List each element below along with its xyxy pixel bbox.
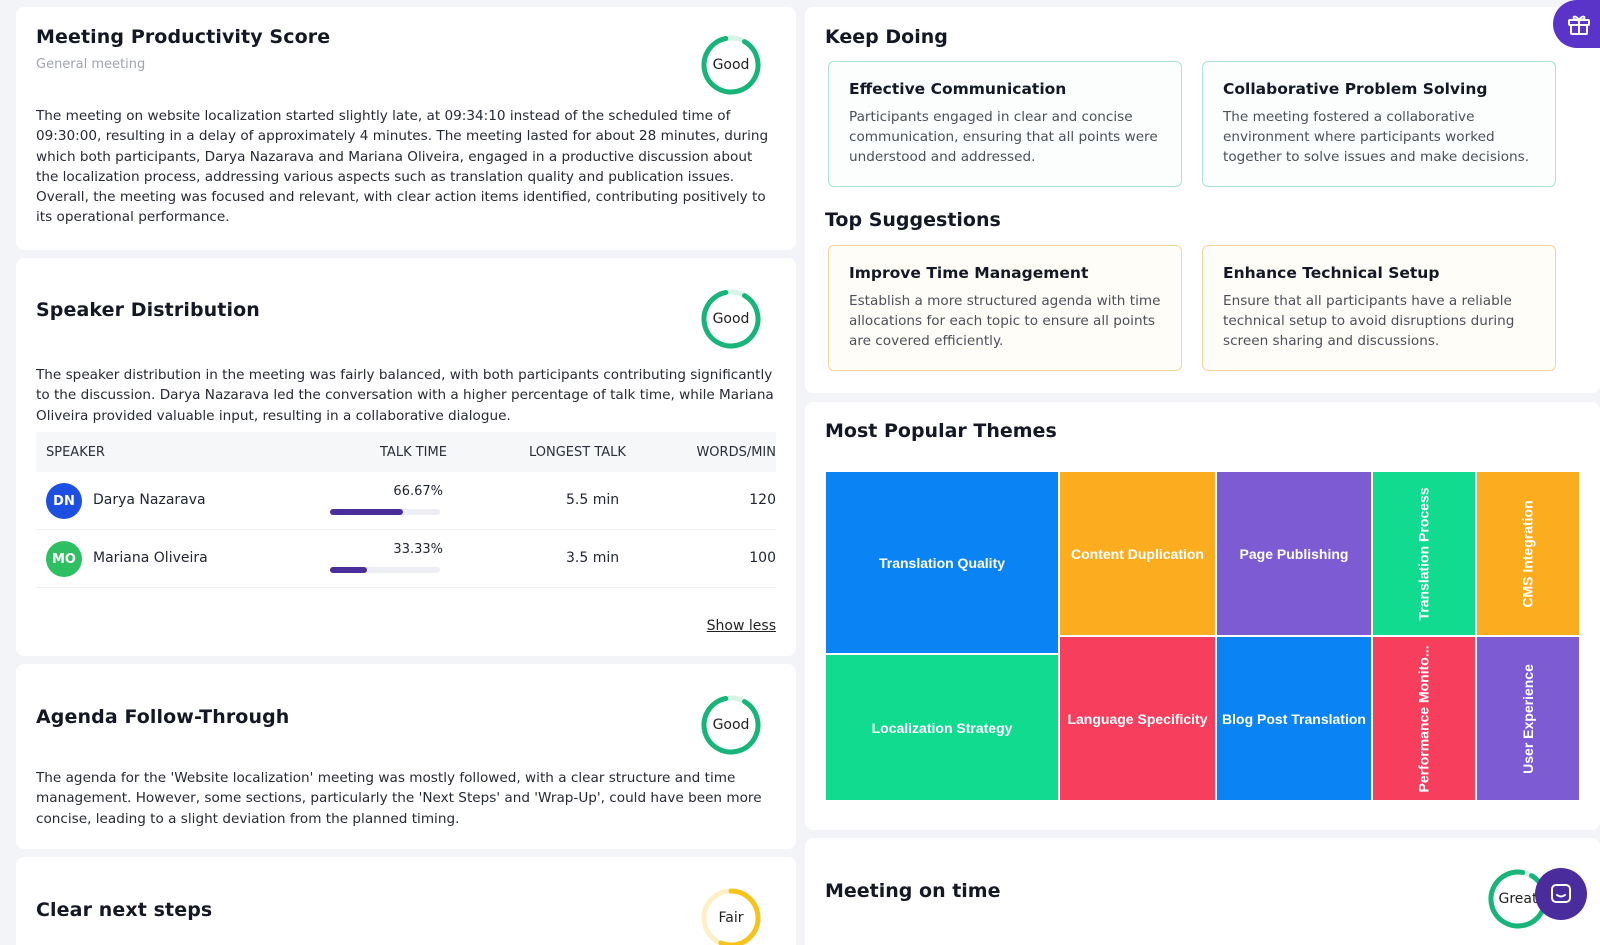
theme-tile-translation-process[interactable]: Translation Process bbox=[1373, 472, 1475, 635]
theme-tile-cms-integration[interactable]: CMS Integration bbox=[1477, 472, 1579, 635]
agenda-summary: The agenda for the 'Website localization… bbox=[36, 770, 762, 827]
keep-doing-item-title: Effective Communication bbox=[849, 80, 1067, 98]
themes-title: Most Popular Themes bbox=[825, 420, 1057, 442]
col-longest-talk: LONGEST TALK bbox=[529, 445, 626, 460]
agenda-card: Agenda Follow-Through Good The agenda fo… bbox=[16, 664, 796, 849]
theme-tile-translation-quality[interactable]: Translation Quality bbox=[826, 472, 1058, 653]
talk-time-bar bbox=[330, 509, 440, 515]
suggestion-item: Enhance Technical Setup Ensure that all … bbox=[1202, 245, 1556, 371]
show-less-wrap: Show less bbox=[36, 618, 776, 638]
gift-button[interactable] bbox=[1553, 0, 1600, 48]
suggestion-item: Improve Time Management Establish a more… bbox=[828, 245, 1182, 371]
speaker-distribution-title: Speaker Distribution bbox=[36, 299, 260, 321]
talk-time-bar bbox=[330, 567, 440, 573]
top-suggestions-title: Top Suggestions bbox=[825, 209, 1001, 231]
theme-tile-localization-strategy[interactable]: Localization Strategy bbox=[826, 655, 1058, 800]
suggestion-item-text: Ensure that all participants have a reli… bbox=[1223, 293, 1515, 349]
agenda-rating: Good bbox=[712, 717, 750, 733]
col-speaker: SPEAKER bbox=[46, 445, 105, 460]
speaker-table-header: SPEAKER TALK TIME LONGEST TALK WORDS/MIN bbox=[36, 432, 776, 472]
talk-time-percent: 66.67% bbox=[393, 484, 443, 499]
on-time-rating: Great bbox=[1498, 891, 1538, 907]
suggestion-item-title: Improve Time Management bbox=[849, 264, 1089, 282]
speaker-summary: The speaker distribution in the meeting … bbox=[36, 367, 774, 424]
talk-time-bar-fill bbox=[330, 567, 367, 573]
productivity-rating-ring: Good bbox=[701, 35, 761, 95]
theme-label: Performance Monito... bbox=[1416, 644, 1432, 793]
keep-doing-item-title: Collaborative Problem Solving bbox=[1223, 80, 1488, 98]
theme-label: Page Publishing bbox=[1239, 545, 1349, 562]
theme-tile-user-experience[interactable]: User Experience bbox=[1477, 637, 1579, 800]
meeting-type-label: General meeting bbox=[36, 57, 146, 72]
agenda-rating-ring: Good bbox=[701, 695, 761, 755]
productivity-card: Meeting Productivity Score General meeti… bbox=[16, 7, 796, 250]
insights-card: Keep Doing Effective Communication Parti… bbox=[805, 7, 1600, 393]
theme-tile-content-duplication[interactable]: Content Duplication bbox=[1060, 472, 1215, 635]
talk-time-percent: 33.33% bbox=[393, 542, 443, 557]
avatar: MO bbox=[46, 541, 82, 577]
on-time-title: Meeting on time bbox=[825, 880, 1001, 902]
productivity-rating: Good bbox=[712, 57, 750, 73]
table-row: DN Darya Nazarava 66.67% 5.5 min 120 bbox=[36, 472, 776, 530]
theme-tile-blog-post-translation[interactable]: Blog Post Translation bbox=[1217, 637, 1371, 800]
on-time-card: Meeting on time Great bbox=[805, 838, 1600, 945]
theme-label: Localization Strategy bbox=[871, 719, 1013, 736]
speaker-rating-ring: Good bbox=[701, 289, 761, 349]
words-per-min: 120 bbox=[749, 492, 776, 508]
next-steps-card: Clear next steps Fair bbox=[16, 857, 796, 945]
productivity-summary: The meeting on website localization star… bbox=[36, 108, 769, 226]
speaker-rating: Good bbox=[712, 311, 750, 327]
chat-button[interactable] bbox=[1535, 868, 1587, 920]
col-words-per-min: WORDS/MIN bbox=[696, 445, 776, 460]
speaker-name: Mariana Oliveira bbox=[93, 550, 208, 566]
theme-tile-language-specificity[interactable]: Language Specificity bbox=[1060, 637, 1215, 800]
theme-label: User Experience bbox=[1520, 663, 1537, 774]
longest-talk: 3.5 min bbox=[566, 550, 620, 566]
theme-label: Translation Process bbox=[1416, 486, 1432, 621]
keep-doing-item-text: The meeting fostered a collaborative env… bbox=[1223, 109, 1530, 165]
theme-label: Content Duplication bbox=[1071, 545, 1204, 562]
gift-icon bbox=[1568, 15, 1590, 35]
suggestion-item-text: Establish a more structured agenda with … bbox=[849, 293, 1161, 349]
theme-label: Blog Post Translation bbox=[1222, 710, 1366, 727]
agenda-title: Agenda Follow-Through bbox=[36, 706, 290, 728]
keep-doing-item-text: Participants engaged in clear and concis… bbox=[849, 109, 1158, 165]
speaker-name: Darya Nazarava bbox=[93, 492, 206, 508]
theme-label: Translation Quality bbox=[878, 554, 1006, 571]
chat-icon bbox=[1551, 884, 1571, 903]
words-per-min: 100 bbox=[749, 550, 776, 566]
keep-doing-item: Collaborative Problem Solving The meetin… bbox=[1202, 61, 1556, 187]
show-less-link[interactable]: Show less bbox=[706, 618, 776, 634]
keep-doing-title: Keep Doing bbox=[825, 26, 948, 48]
suggestion-item-title: Enhance Technical Setup bbox=[1223, 264, 1440, 282]
next-steps-rating-ring: Fair bbox=[701, 888, 761, 945]
theme-tile-page-publishing[interactable]: Page Publishing bbox=[1217, 472, 1371, 635]
theme-tile-performance-monitoring[interactable]: Performance Monito... bbox=[1373, 637, 1475, 800]
keep-doing-item: Effective Communication Participants eng… bbox=[828, 61, 1182, 187]
next-steps-rating: Fair bbox=[718, 910, 744, 926]
longest-talk: 5.5 min bbox=[566, 492, 620, 508]
productivity-title: Meeting Productivity Score bbox=[36, 26, 331, 48]
avatar: DN bbox=[46, 483, 82, 519]
talk-time-bar-fill bbox=[330, 509, 404, 515]
next-steps-title: Clear next steps bbox=[36, 899, 213, 921]
theme-label: CMS Integration bbox=[1520, 499, 1536, 608]
col-talk-time: TALK TIME bbox=[380, 445, 447, 460]
table-row: MO Mariana Oliveira 33.33% 3.5 min 100 bbox=[36, 530, 776, 588]
theme-label: Language Specificity bbox=[1067, 710, 1208, 727]
